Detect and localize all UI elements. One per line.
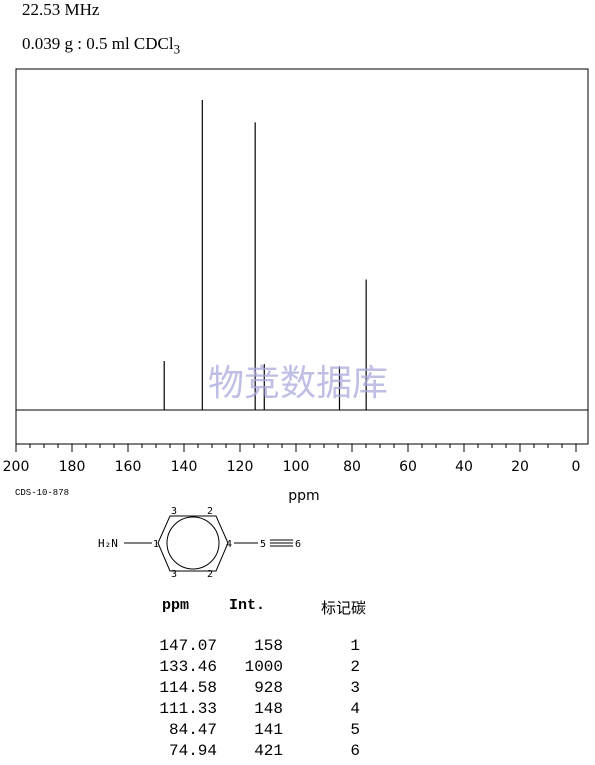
carbon-column: 1 2 3 4 5 6 (320, 636, 360, 762)
plot-frame (15, 68, 589, 445)
tick-label: 20 (511, 459, 529, 475)
tick-label: 200 (3, 459, 30, 475)
tick-label: 40 (455, 459, 473, 475)
intensity-value: 421 (254, 742, 283, 760)
ppm-value: 84.47 (168, 721, 217, 739)
intensity-value: 1000 (244, 658, 283, 676)
carbon-value: 3 (350, 679, 360, 697)
sample-text: 0.039 g : 0.5 ml CDCl (22, 34, 174, 53)
tick-label: 120 (227, 459, 254, 475)
ring-label-4: 4 (226, 539, 232, 550)
tick-label: 60 (399, 459, 417, 475)
intensity-value: 158 (254, 637, 283, 655)
tick-label: 100 (283, 459, 310, 475)
carbon-value: 2 (350, 658, 360, 676)
tick-label: 140 (171, 459, 198, 475)
ring-label-2b: 2 (207, 569, 213, 580)
peaks (163, 100, 367, 410)
sample-info: 0.039 g : 0.5 ml CDCl3 (22, 34, 180, 57)
intensity-value: 141 (254, 721, 283, 739)
watermark: 物竞数据库 (208, 363, 388, 404)
ppm-value: 133.46 (159, 658, 217, 676)
tick-label: 180 (59, 459, 86, 475)
carbon-value: 6 (350, 742, 360, 760)
tick-label: 80 (343, 459, 361, 475)
x-axis-tick-labels: 200 180 160 140 120 100 80 60 40 20 0 (3, 459, 581, 475)
ppm-value: 74.94 (168, 742, 217, 760)
carbon-value: 1 (350, 637, 360, 655)
col-header-ppm: ppm (162, 597, 190, 614)
x-axis-ticks (15, 444, 577, 452)
intensity-value: 928 (254, 679, 283, 697)
intensity-value: 148 (254, 700, 283, 718)
intensity-column: 158 1000 928 148 141 421 (225, 636, 283, 762)
col-header-int: Int. (229, 597, 266, 614)
chain-label-5: 5 (260, 539, 266, 550)
col-header-carbon: 标记碳 (321, 599, 367, 617)
nmr-spectrum-chart: 物竞数据库 200 180 160 140 120 100 80 60 40 20 0 ppm (3, 68, 589, 504)
ring-label-3b: 3 (171, 569, 177, 580)
ppm-value: 114.58 (159, 679, 217, 697)
carbon-value: 4 (350, 700, 360, 718)
ppm-value: 111.33 (159, 700, 217, 718)
sample-subscript: 3 (173, 41, 181, 57)
chain-label-6: 6 (295, 539, 301, 550)
benzene-ring (157, 515, 229, 572)
spectrometer-frequency: 22.53 MHz (22, 0, 100, 19)
x-axis-label: ppm (288, 488, 319, 504)
spectrum-code: CDS-10-878 (15, 488, 70, 498)
tick-label: 160 (115, 459, 142, 475)
ring-label-1: 1 (153, 539, 159, 550)
carbon-value: 5 (350, 721, 360, 739)
amine-label: H₂N (98, 537, 118, 550)
ppm-value: 147.07 (159, 637, 217, 655)
aromatic-circle (166, 516, 220, 570)
tick-label: 0 (572, 459, 581, 475)
ppm-column: 147.07 133.46 114.58 111.33 84.47 74.94 (140, 636, 217, 762)
